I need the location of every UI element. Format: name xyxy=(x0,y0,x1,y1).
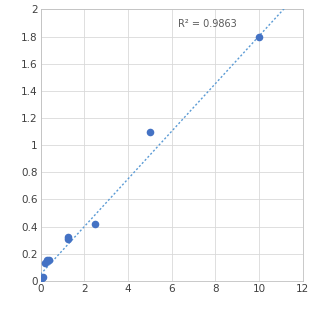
Point xyxy=(66,236,71,241)
Point xyxy=(66,235,71,240)
Text: R² = 0.9863: R² = 0.9863 xyxy=(178,19,237,29)
Point xyxy=(147,129,152,134)
Point xyxy=(39,275,44,280)
Point xyxy=(45,258,50,263)
Point xyxy=(93,221,98,226)
Point xyxy=(42,261,47,266)
Point xyxy=(256,34,261,39)
Point xyxy=(40,274,45,279)
Point xyxy=(47,258,52,263)
